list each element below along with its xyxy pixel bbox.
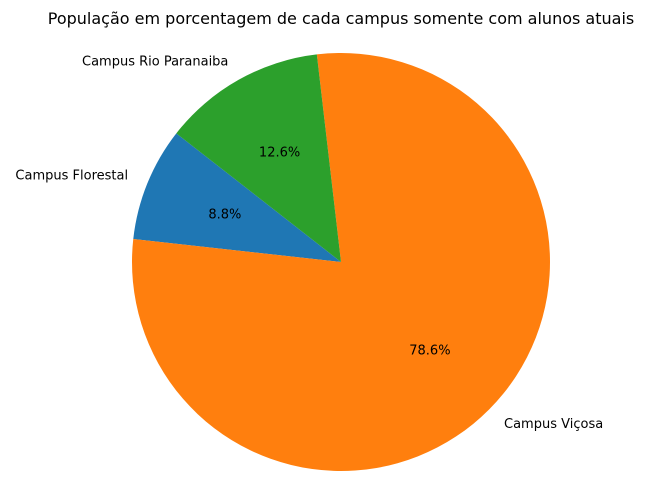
chart-title: População em porcentagem de cada campus …: [48, 9, 634, 28]
slice-percent-campus-vicosa: 78.6%: [409, 343, 450, 358]
slice-label-campus-vicosa: Campus Viçosa: [504, 417, 603, 432]
slice-label-campus-rio-paranaiba: Campus Rio Paranaiba: [82, 55, 228, 70]
slice-percent-campus-florestal: 8.8%: [208, 208, 241, 223]
pie-slice-campus-rio-paranaiba: [176, 54, 341, 262]
slice-label-campus-florestal: Campus Florestal: [15, 168, 128, 183]
slice-percent-campus-rio-paranaiba: 12.6%: [259, 146, 300, 161]
pie-slices: [132, 52, 550, 471]
pie-slice-campus-florestal: [133, 133, 341, 262]
pie-labels: Campus Florestal 8.8% Campus Viçosa 78.6% Ca…: [15, 55, 603, 433]
